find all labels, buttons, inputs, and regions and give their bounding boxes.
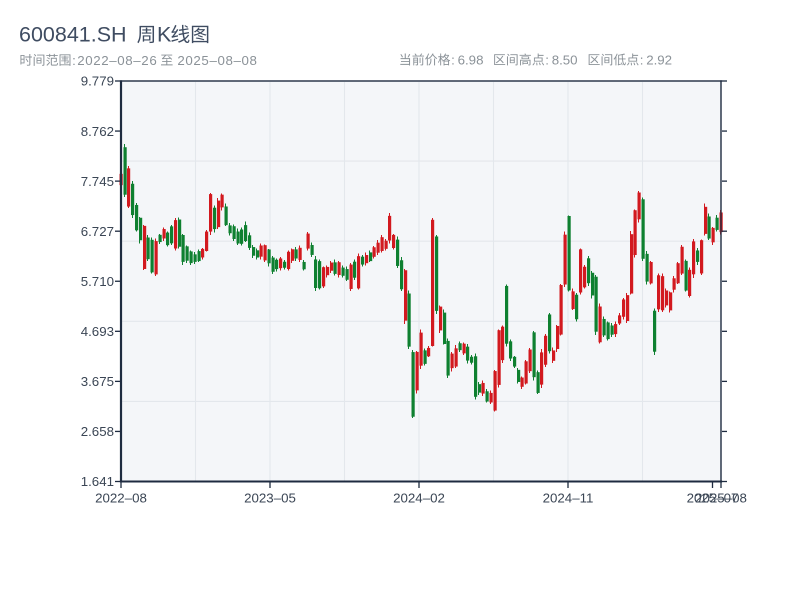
- svg-text:6.727: 6.727: [81, 224, 114, 239]
- svg-text:2.658: 2.658: [81, 424, 114, 439]
- svg-text:K: K: [157, 23, 172, 47]
- svg-text:2024–11: 2024–11: [543, 491, 594, 506]
- svg-text::: :: [451, 52, 455, 67]
- svg-text:8.50: 8.50: [552, 52, 578, 67]
- svg-text:2025–08–08: 2025–08–08: [177, 53, 257, 68]
- svg-text:2022–08: 2022–08: [95, 491, 147, 506]
- svg-text:9.779: 9.779: [81, 74, 114, 89]
- svg-text:2023–05: 2023–05: [244, 491, 296, 506]
- svg-text:2025–07: 2025–07: [687, 491, 739, 506]
- svg-text::: :: [640, 52, 644, 67]
- svg-text:4.693: 4.693: [81, 324, 114, 339]
- svg-text:2025–08: 2025–08: [695, 491, 747, 506]
- svg-text:5.710: 5.710: [81, 274, 114, 289]
- svg-text:2024–02: 2024–02: [393, 491, 445, 506]
- svg-text:600841.SH: 600841.SH: [19, 23, 127, 47]
- svg-text::: :: [545, 52, 549, 67]
- svg-text:8.762: 8.762: [81, 124, 114, 139]
- svg-text:1.641: 1.641: [81, 474, 114, 489]
- svg-text:6.98: 6.98: [458, 52, 484, 67]
- svg-text:2.92: 2.92: [646, 52, 672, 67]
- svg-text::: :: [72, 53, 76, 68]
- svg-text:2022–08–26: 2022–08–26: [77, 53, 157, 68]
- svg-text:7.745: 7.745: [81, 174, 114, 189]
- svg-text:3.675: 3.675: [81, 374, 114, 389]
